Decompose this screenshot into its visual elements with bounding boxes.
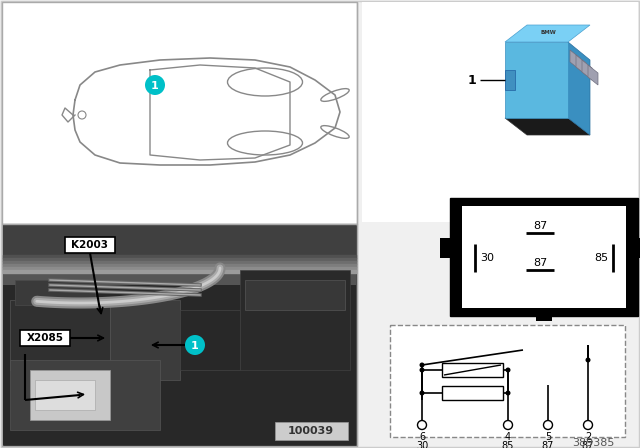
- Text: 100039: 100039: [288, 426, 334, 436]
- Bar: [10, 360, 160, 430]
- Bar: [634, 238, 640, 258]
- Polygon shape: [588, 65, 598, 85]
- Polygon shape: [568, 42, 590, 135]
- Bar: [2, 2, 357, 224]
- Bar: [15, 280, 95, 305]
- Bar: [3, 225, 356, 285]
- Bar: [536, 311, 552, 321]
- Text: 1: 1: [191, 341, 199, 351]
- Circle shape: [419, 362, 424, 367]
- Circle shape: [586, 358, 591, 362]
- Bar: [462, 206, 626, 308]
- Bar: [362, 2, 638, 222]
- Bar: [442, 363, 503, 377]
- Text: BMW: BMW: [540, 30, 556, 34]
- Text: 87: 87: [533, 221, 547, 231]
- Bar: [3, 225, 356, 445]
- Circle shape: [504, 421, 513, 430]
- Circle shape: [145, 75, 165, 95]
- Text: 30: 30: [416, 441, 428, 448]
- Bar: [20, 330, 70, 346]
- Polygon shape: [570, 50, 580, 70]
- Bar: [440, 238, 454, 258]
- Circle shape: [185, 335, 205, 355]
- Bar: [442, 386, 503, 400]
- Circle shape: [417, 421, 426, 430]
- Text: 85: 85: [502, 441, 514, 448]
- Bar: [2, 224, 357, 446]
- Bar: [505, 70, 515, 90]
- Text: 1: 1: [151, 81, 159, 91]
- Bar: [390, 325, 625, 437]
- Circle shape: [78, 111, 86, 119]
- Text: 4: 4: [505, 432, 511, 442]
- Text: 30: 30: [480, 253, 494, 263]
- Bar: [30, 370, 110, 420]
- Polygon shape: [505, 42, 568, 118]
- Text: 389385: 389385: [573, 438, 615, 448]
- Circle shape: [506, 391, 511, 396]
- Polygon shape: [505, 25, 590, 42]
- Text: K2003: K2003: [72, 240, 109, 250]
- Bar: [65, 237, 115, 253]
- Circle shape: [584, 421, 593, 430]
- Text: 5: 5: [545, 432, 551, 442]
- Text: 6: 6: [419, 432, 425, 442]
- Text: 1: 1: [468, 73, 476, 86]
- Bar: [240, 270, 350, 370]
- Bar: [180, 310, 240, 370]
- Text: X2085: X2085: [26, 333, 63, 343]
- Bar: [450, 198, 638, 316]
- Bar: [275, 422, 348, 440]
- Text: 87: 87: [582, 441, 594, 448]
- Polygon shape: [505, 118, 590, 135]
- Bar: [245, 280, 345, 310]
- Text: 87: 87: [542, 441, 554, 448]
- Bar: [35, 380, 95, 410]
- Bar: [10, 300, 110, 370]
- Polygon shape: [576, 55, 586, 75]
- Text: 85: 85: [594, 253, 608, 263]
- Circle shape: [419, 391, 424, 396]
- Text: 2: 2: [585, 432, 591, 442]
- Circle shape: [543, 421, 552, 430]
- Text: 87: 87: [533, 258, 547, 268]
- Circle shape: [506, 367, 511, 372]
- Circle shape: [419, 367, 424, 372]
- Polygon shape: [582, 60, 592, 80]
- Bar: [110, 300, 180, 380]
- Bar: [3, 225, 356, 255]
